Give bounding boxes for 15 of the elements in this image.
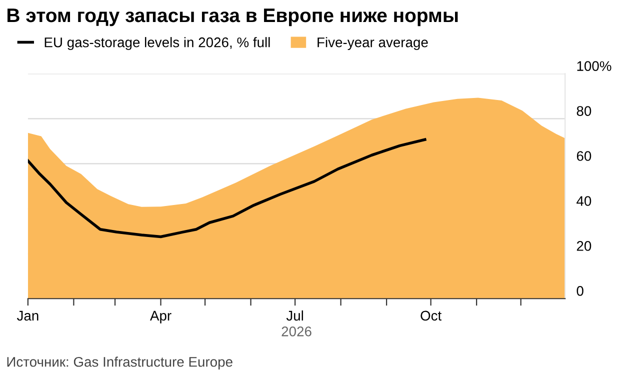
y-tick-label: 0 xyxy=(576,286,584,296)
y-tick-label: 60 xyxy=(576,151,592,161)
chart-title: В этом году запасы газа в Европе ниже нормы xyxy=(8,8,458,26)
y-tick-label: 40 xyxy=(576,196,592,206)
text: Источник: Gas Infrastructure Europe xyxy=(7,356,232,370)
x-tick-label: Apr xyxy=(150,310,172,324)
y-tick-label: 100% xyxy=(577,61,612,71)
y-tick-label: 80 xyxy=(576,106,592,116)
y-tick-label: 20 xyxy=(576,241,592,251)
legend-label: Five-year average xyxy=(318,37,428,50)
x-tick-label: Oct xyxy=(420,310,442,321)
x-tick-label: Jul xyxy=(286,310,303,321)
x-tick-label: Jan xyxy=(16,310,38,321)
x-axis-title: 2026 xyxy=(282,326,312,336)
legend-label: EU gas-storage levels in 2026, % full xyxy=(44,37,270,50)
